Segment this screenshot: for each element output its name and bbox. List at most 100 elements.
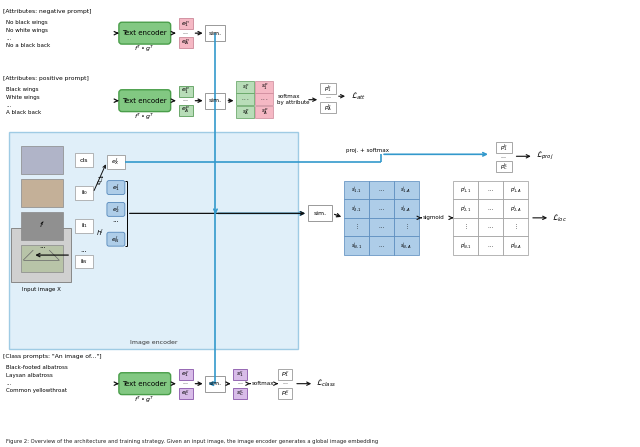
- Text: ...: ...: [6, 103, 12, 108]
- Text: $\cdots$: $\cdots$: [378, 225, 385, 230]
- Text: Laysan albatross: Laysan albatross: [6, 373, 53, 378]
- Text: ...: ...: [182, 380, 189, 385]
- FancyBboxPatch shape: [255, 81, 273, 93]
- FancyBboxPatch shape: [179, 86, 193, 97]
- Text: $\cdots$: $\cdots$: [488, 206, 494, 211]
- Text: Black-footed albatross: Black-footed albatross: [6, 365, 68, 370]
- FancyBboxPatch shape: [234, 388, 247, 399]
- Text: $\vdots$: $\vdots$: [354, 223, 359, 232]
- FancyBboxPatch shape: [503, 181, 528, 199]
- FancyBboxPatch shape: [21, 146, 63, 174]
- Text: [Class prompts: "An image of..."]: [Class prompts: "An image of..."]: [3, 354, 102, 359]
- Text: $p_{1,1}^i$: $p_{1,1}^i$: [460, 185, 472, 195]
- FancyBboxPatch shape: [21, 179, 63, 207]
- FancyBboxPatch shape: [503, 199, 528, 218]
- Text: $p_A^b$: $p_A^b$: [324, 102, 332, 113]
- Text: Common yellowthroat: Common yellowthroat: [6, 388, 67, 392]
- Text: $s_{2,A}^i$: $s_{2,A}^i$: [401, 203, 412, 214]
- Text: $\cdots$: $\cdots$: [488, 225, 494, 230]
- Text: $e_C^c$: $e_C^c$: [181, 388, 190, 398]
- FancyBboxPatch shape: [179, 369, 193, 380]
- FancyBboxPatch shape: [453, 199, 478, 218]
- Text: Image encoder: Image encoder: [130, 341, 177, 346]
- FancyBboxPatch shape: [107, 232, 125, 246]
- Text: $...$: $...$: [241, 97, 250, 102]
- FancyBboxPatch shape: [21, 212, 63, 240]
- Text: sim.: sim.: [209, 98, 222, 103]
- Text: $f^T \circ g^T$: $f^T \circ g^T$: [134, 44, 156, 54]
- FancyBboxPatch shape: [394, 218, 419, 236]
- FancyBboxPatch shape: [320, 83, 336, 94]
- Text: ...: ...: [282, 380, 288, 385]
- FancyBboxPatch shape: [453, 218, 478, 236]
- Text: $p_C^b$: $p_C^b$: [500, 161, 508, 172]
- FancyBboxPatch shape: [205, 25, 225, 41]
- Text: $s_{1,1}^i$: $s_{1,1}^i$: [351, 185, 362, 195]
- Text: ...: ...: [6, 381, 12, 386]
- FancyBboxPatch shape: [119, 90, 171, 112]
- Text: proj. + softmax: proj. + softmax: [346, 148, 389, 153]
- FancyBboxPatch shape: [308, 206, 332, 221]
- FancyBboxPatch shape: [453, 181, 478, 199]
- FancyBboxPatch shape: [119, 373, 171, 395]
- FancyBboxPatch shape: [503, 236, 528, 255]
- FancyBboxPatch shape: [369, 199, 394, 218]
- Text: $e_A^p$: $e_A^p$: [181, 105, 190, 115]
- FancyBboxPatch shape: [478, 218, 503, 236]
- Text: $p_{N,1}^i$: $p_{N,1}^i$: [460, 241, 472, 251]
- FancyBboxPatch shape: [205, 93, 225, 109]
- Text: A black back: A black back: [6, 110, 42, 114]
- FancyBboxPatch shape: [75, 255, 93, 269]
- Text: Text encoder: Text encoder: [122, 30, 167, 36]
- FancyBboxPatch shape: [496, 161, 511, 172]
- FancyBboxPatch shape: [205, 376, 225, 392]
- Text: $p_1^c$: $p_1^c$: [281, 369, 289, 379]
- Text: [Attributes: positive prompt]: [Attributes: positive prompt]: [3, 76, 89, 81]
- Text: $e_1^c$: $e_1^c$: [181, 369, 190, 379]
- Text: softmax
by attribute: softmax by attribute: [277, 94, 310, 105]
- Text: $s_1^p$: $s_1^p$: [260, 82, 268, 92]
- FancyBboxPatch shape: [236, 93, 254, 105]
- Text: sim.: sim.: [314, 211, 326, 216]
- Text: ...: ...: [237, 380, 243, 385]
- FancyBboxPatch shape: [75, 153, 93, 167]
- Text: $f^T \circ g^T$: $f^T \circ g^T$: [134, 111, 156, 122]
- Text: ...: ...: [81, 247, 88, 253]
- Text: $e_1^p$: $e_1^p$: [181, 86, 190, 97]
- Text: $\cdots$: $\cdots$: [378, 206, 385, 211]
- Text: $\mathcal{L}_{att}$: $\mathcal{L}_{att}$: [351, 90, 366, 102]
- Text: $h^I$: $h^I$: [96, 228, 104, 240]
- Text: $f^T \circ g^T$: $f^T \circ g^T$: [134, 394, 156, 405]
- Text: $s_{N,A}^i$: $s_{N,A}^i$: [400, 241, 412, 251]
- Text: [Attributes: negative prompt]: [Attributes: negative prompt]: [3, 9, 92, 14]
- Text: $s_C^c$: $s_C^c$: [236, 388, 244, 398]
- FancyBboxPatch shape: [21, 245, 63, 273]
- Text: $p_{2,1}^i$: $p_{2,1}^i$: [460, 203, 472, 214]
- FancyBboxPatch shape: [369, 236, 394, 255]
- Text: $e_A^n$: $e_A^n$: [181, 38, 190, 47]
- FancyBboxPatch shape: [107, 202, 125, 216]
- Text: sigmoid: sigmoid: [422, 215, 444, 220]
- Text: $p_1^b$: $p_1^b$: [500, 143, 508, 153]
- Text: No black wings: No black wings: [6, 20, 48, 25]
- Text: softmax: softmax: [252, 381, 274, 386]
- Text: $\mathcal{L}_{class}$: $\mathcal{L}_{class}$: [316, 378, 337, 389]
- FancyBboxPatch shape: [394, 181, 419, 199]
- Text: $e_X^I$: $e_X^I$: [111, 156, 120, 167]
- Text: $\cdots$: $\cdots$: [378, 187, 385, 192]
- FancyBboxPatch shape: [369, 218, 394, 236]
- FancyBboxPatch shape: [344, 181, 369, 199]
- Text: $s_A^n$: $s_A^n$: [242, 107, 249, 117]
- Text: cls: cls: [80, 158, 88, 163]
- FancyBboxPatch shape: [179, 388, 193, 399]
- FancyBboxPatch shape: [478, 199, 503, 218]
- FancyBboxPatch shape: [107, 181, 125, 194]
- Text: ...: ...: [6, 36, 12, 41]
- FancyBboxPatch shape: [179, 18, 193, 29]
- Text: $s_A^p$: $s_A^p$: [260, 107, 268, 118]
- Text: $e_2^l$: $e_2^l$: [112, 204, 120, 215]
- FancyBboxPatch shape: [503, 218, 528, 236]
- Text: $\vdots$: $\vdots$: [404, 223, 408, 232]
- Text: $s_{1,A}^i$: $s_{1,A}^i$: [401, 185, 412, 195]
- Text: No white wings: No white wings: [6, 28, 48, 33]
